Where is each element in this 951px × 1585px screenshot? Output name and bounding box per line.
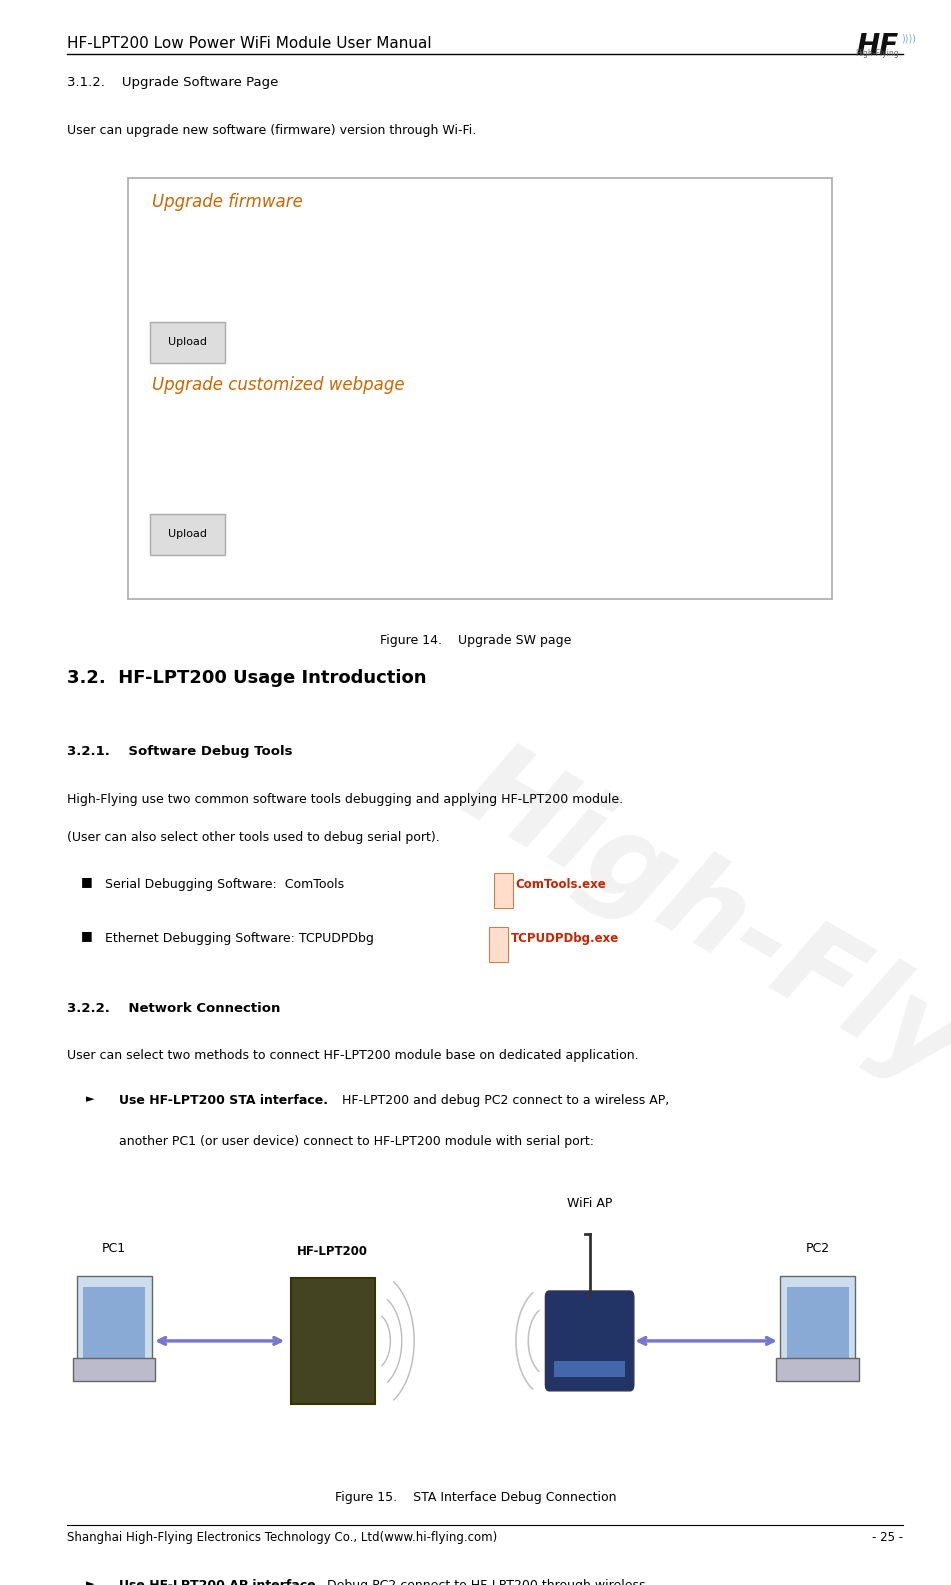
Text: HF-LPT200: HF-LPT200 xyxy=(298,1244,368,1258)
Text: - 25 -: - 25 - xyxy=(872,1531,903,1544)
FancyBboxPatch shape xyxy=(84,1287,145,1363)
Text: ■: ■ xyxy=(81,929,92,941)
Text: Use HF-LPT200 AP interface.: Use HF-LPT200 AP interface. xyxy=(119,1579,320,1585)
FancyBboxPatch shape xyxy=(291,1279,375,1404)
Text: 3.2.  HF-LPT200 Usage Introduction: 3.2. HF-LPT200 Usage Introduction xyxy=(67,669,426,686)
FancyBboxPatch shape xyxy=(72,1358,155,1381)
Text: ►: ► xyxy=(86,1094,94,1103)
Text: Upload: Upload xyxy=(168,338,207,347)
Text: Upgrade firmware: Upgrade firmware xyxy=(152,193,303,211)
FancyBboxPatch shape xyxy=(776,1358,859,1381)
Text: WiFi AP: WiFi AP xyxy=(567,1197,612,1211)
Text: PC2: PC2 xyxy=(805,1243,830,1255)
Text: High-Fly: High-Fly xyxy=(444,731,951,1108)
Text: Debug PC2 connect to HF-LPT200 through wireless: Debug PC2 connect to HF-LPT200 through w… xyxy=(323,1579,646,1585)
Text: 3.2.1.    Software Debug Tools: 3.2.1. Software Debug Tools xyxy=(67,745,292,758)
Text: User can upgrade new software (firmware) version through Wi-Fi.: User can upgrade new software (firmware)… xyxy=(67,124,476,136)
Text: Ethernet Debugging Software: TCPUDPDbg: Ethernet Debugging Software: TCPUDPDbg xyxy=(105,932,374,945)
Text: PC1: PC1 xyxy=(102,1243,126,1255)
Text: TCPUDPDbg.exe: TCPUDPDbg.exe xyxy=(511,932,619,945)
Text: HF: HF xyxy=(857,32,899,60)
Text: )))): )))) xyxy=(902,33,917,43)
FancyBboxPatch shape xyxy=(489,927,508,962)
FancyBboxPatch shape xyxy=(150,514,225,555)
Text: another PC1 (or user device) connect to HF-LPT200 module with serial port:: another PC1 (or user device) connect to … xyxy=(119,1135,593,1148)
Text: Figure 14.    Upgrade SW page: Figure 14. Upgrade SW page xyxy=(379,634,572,647)
FancyBboxPatch shape xyxy=(150,322,225,363)
FancyBboxPatch shape xyxy=(76,1276,151,1374)
Text: Serial Debugging Software:  ComTools: Serial Debugging Software: ComTools xyxy=(105,878,343,891)
Text: High-Flying use two common software tools debugging and applying HF-LPT200 modul: High-Flying use two common software tool… xyxy=(67,792,623,805)
Text: HF-LPT200 and debug PC2 connect to a wireless AP,: HF-LPT200 and debug PC2 connect to a wir… xyxy=(338,1094,669,1106)
Text: ComTools.exe: ComTools.exe xyxy=(515,878,606,891)
FancyBboxPatch shape xyxy=(553,1362,626,1377)
FancyBboxPatch shape xyxy=(128,178,832,599)
Text: Shanghai High-Flying Electronics Technology Co., Ltd(www.hi-flying.com): Shanghai High-Flying Electronics Technol… xyxy=(67,1531,496,1544)
Text: Upgrade customized webpage: Upgrade customized webpage xyxy=(152,376,405,393)
Text: High-Flying: High-Flying xyxy=(855,49,899,59)
Text: 3.1.2.    Upgrade Software Page: 3.1.2. Upgrade Software Page xyxy=(67,76,278,89)
Text: HF-LPT200 Low Power WiFi Module User Manual: HF-LPT200 Low Power WiFi Module User Man… xyxy=(67,36,431,51)
FancyBboxPatch shape xyxy=(494,873,513,908)
Text: Upload: Upload xyxy=(168,529,207,539)
Text: ■: ■ xyxy=(81,875,92,888)
Text: 3.2.2.    Network Connection: 3.2.2. Network Connection xyxy=(67,1002,280,1014)
Text: (User can also select other tools used to debug serial port).: (User can also select other tools used t… xyxy=(67,831,439,843)
Text: Use HF-LPT200 STA interface.: Use HF-LPT200 STA interface. xyxy=(119,1094,328,1106)
FancyBboxPatch shape xyxy=(780,1276,856,1374)
FancyBboxPatch shape xyxy=(546,1292,633,1392)
Text: ►: ► xyxy=(86,1579,94,1585)
Text: Figure 15.    STA Interface Debug Connection: Figure 15. STA Interface Debug Connectio… xyxy=(335,1491,616,1504)
FancyBboxPatch shape xyxy=(787,1287,849,1363)
Text: User can select two methods to connect HF-LPT200 module base on dedicated applic: User can select two methods to connect H… xyxy=(67,1049,638,1062)
